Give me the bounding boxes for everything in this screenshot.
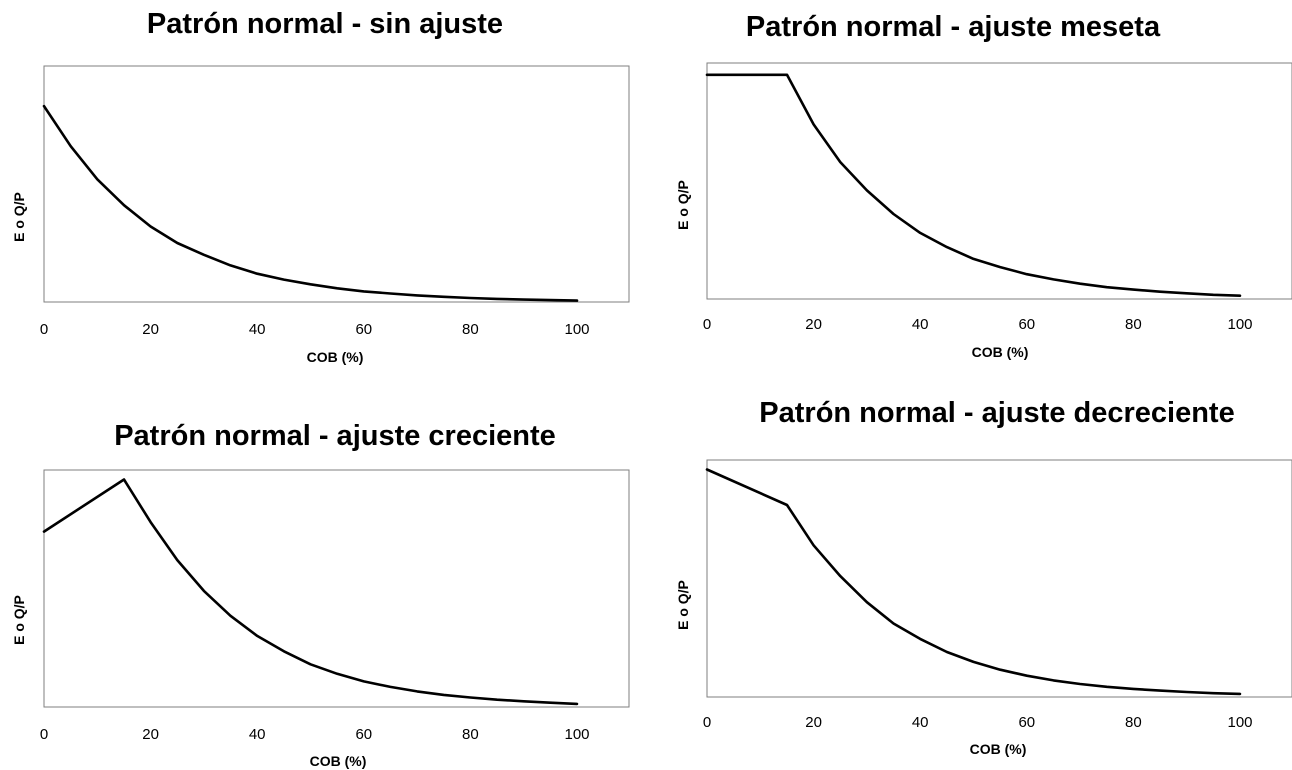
- x-tick-label: 80: [1125, 714, 1142, 731]
- chart-panel-ajuste-meseta: Patrón normal - ajuste meseta COB (%) E …: [675, 11, 1292, 360]
- chart-title: Patrón normal - ajuste meseta: [746, 11, 1161, 43]
- x-tick-label: 60: [1018, 316, 1035, 333]
- x-tick-labels: 0 20 40 60 80 100: [703, 316, 1253, 333]
- chart-panel-ajuste-creciente: Patrón normal - ajuste creciente COB (%)…: [11, 420, 630, 769]
- x-tick-label: 0: [40, 726, 48, 743]
- x-tick-label: 80: [462, 726, 479, 743]
- x-tick-label: 0: [40, 321, 48, 338]
- x-tick-label: 100: [564, 726, 589, 743]
- x-tick-labels: 0 20 40 60 80 100: [40, 726, 590, 743]
- plot-area: [43, 65, 630, 303]
- plot-area: [43, 469, 630, 708]
- chart-panel-ajuste-decreciente: Patrón normal - ajuste decreciente COB (…: [675, 397, 1292, 757]
- chart-title: Patrón normal - ajuste decreciente: [759, 397, 1234, 429]
- y-axis-label: E o Q/P: [11, 595, 27, 645]
- x-tick-label: 100: [1227, 316, 1252, 333]
- y-axis-label: E o Q/P: [11, 192, 27, 242]
- y-axis-label: E o Q/P: [675, 580, 691, 630]
- x-tick-label: 0: [703, 316, 711, 333]
- x-axis-label: COB (%): [972, 344, 1029, 360]
- x-axis-label: COB (%): [970, 741, 1027, 757]
- x-tick-label: 60: [355, 321, 372, 338]
- chart-panel-sin-ajuste: Patrón normal - sin ajuste COB (%) E o Q…: [11, 8, 630, 365]
- x-axis-label: COB (%): [307, 349, 364, 365]
- y-axis-label: E o Q/P: [675, 180, 691, 230]
- plot-area: [706, 62, 1292, 300]
- chart-title: Patrón normal - ajuste creciente: [114, 420, 556, 452]
- x-tick-label: 60: [1018, 714, 1035, 731]
- series-line: [42, 104, 579, 302]
- x-tick-label: 100: [564, 321, 589, 338]
- series-line: [705, 73, 1242, 297]
- chart-title: Patrón normal - sin ajuste: [147, 8, 503, 40]
- x-tick-label: 20: [142, 726, 159, 743]
- x-tick-label: 100: [1227, 714, 1252, 731]
- plot-area: [706, 459, 1292, 698]
- x-tick-labels: 0 20 40 60 80 100: [703, 714, 1253, 731]
- x-tick-label: 20: [142, 321, 159, 338]
- x-tick-label: 40: [912, 316, 929, 333]
- x-tick-label: 80: [462, 321, 479, 338]
- x-axis-label: COB (%): [310, 753, 367, 769]
- x-tick-label: 40: [249, 321, 266, 338]
- x-tick-labels: 0 20 40 60 80 100: [40, 321, 590, 338]
- x-tick-label: 80: [1125, 316, 1142, 333]
- x-tick-label: 20: [805, 714, 822, 731]
- series-line: [42, 478, 579, 706]
- x-tick-label: 60: [355, 726, 372, 743]
- x-tick-label: 20: [805, 316, 822, 333]
- x-tick-label: 40: [249, 726, 266, 743]
- x-tick-label: 0: [703, 714, 711, 731]
- x-tick-label: 40: [912, 714, 929, 731]
- series-line: [705, 468, 1242, 696]
